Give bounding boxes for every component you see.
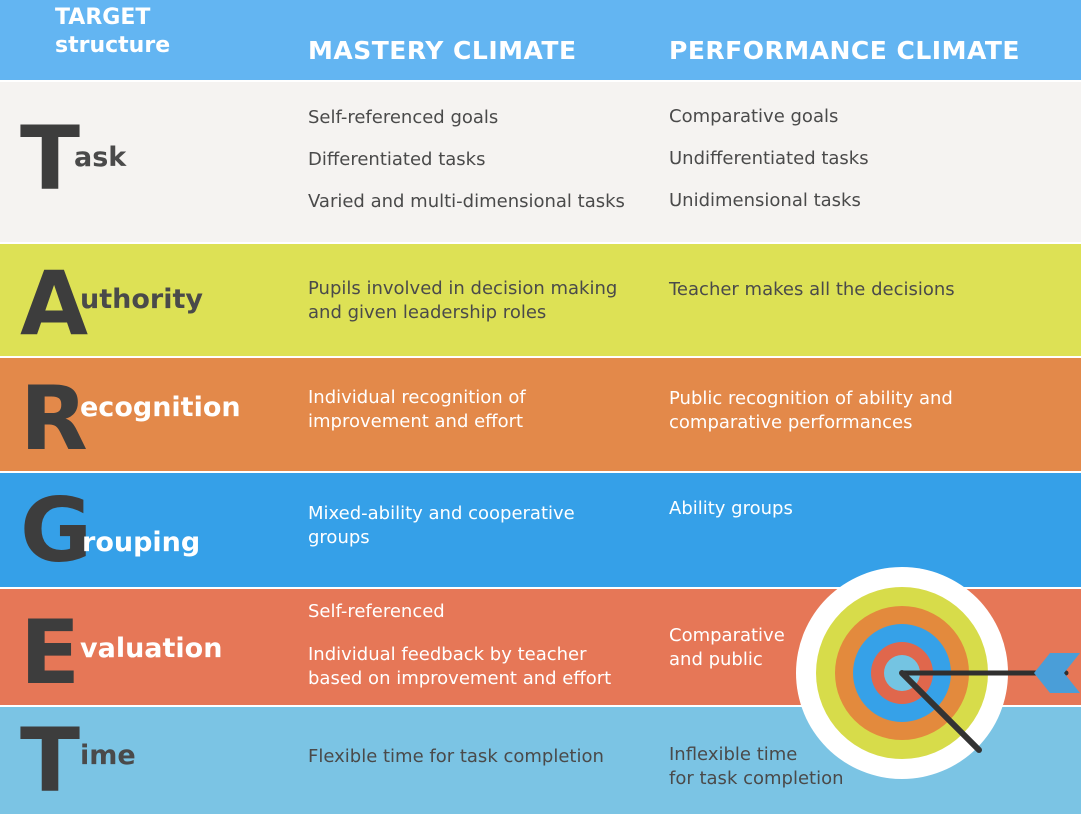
word-evaluation: valuation (80, 633, 223, 664)
word-task: ask (74, 142, 127, 173)
text-line: Teacher makes all the decisions (669, 279, 955, 300)
authority-performance-cell: Teacher makes all the decisions (669, 278, 955, 302)
authority-mastery-cell: Pupils involved in decision making and g… (308, 277, 617, 325)
text-line: for task completion (669, 768, 844, 789)
initial-letter-t-time: T (20, 709, 81, 812)
text-line: Individual recognition of (308, 387, 526, 408)
text-line: improvement and effort (308, 411, 524, 432)
task-performance-cell: Comparative goals Undifferentiated tasks… (669, 105, 869, 213)
grouping-performance-cell: Ability groups (669, 497, 793, 521)
header-bar: TARGET structure MASTERY CLIMATE PERFORM… (0, 0, 1081, 80)
word-time: ime (80, 740, 136, 771)
list-item: Unidimensional tasks (669, 190, 861, 211)
text-line: Public recognition of ability and (669, 388, 953, 409)
initial-letter-e: E (20, 601, 81, 704)
text-line: Mixed-ability and cooperative (308, 503, 575, 524)
title-line-structure: structure (55, 33, 171, 58)
arrow-shadow-line (899, 670, 982, 753)
task-mastery-cell: Self-referenced goals Differentiated tas… (308, 106, 625, 214)
word-authority: uthority (80, 284, 203, 315)
evaluation-mastery-cell: Self-referenced Individual feedback by t… (308, 600, 611, 691)
text-line: groups (308, 527, 370, 548)
initial-letter-g: G (20, 479, 93, 582)
arrow-fletching-icon (1034, 653, 1080, 693)
evaluation-performance-cell: Comparative and public (669, 624, 785, 672)
text-line: Individual feedback by teacher (308, 644, 587, 665)
recognition-performance-cell: Public recognition of ability and compar… (669, 387, 953, 435)
text-line: Inflexible time (669, 744, 798, 765)
text-line: Pupils involved in decision making (308, 278, 618, 299)
word-grouping: rouping (82, 527, 201, 558)
text-line: and public (669, 649, 763, 670)
list-item: Undifferentiated tasks (669, 148, 869, 169)
text-line: Comparative (669, 625, 785, 646)
initial-letter-a: A (20, 252, 89, 355)
performance-climate-heading: PERFORMANCE CLIMATE (669, 36, 1021, 65)
text-line: Self-referenced (308, 601, 445, 622)
recognition-mastery-cell: Individual recognition of improvement an… (308, 386, 526, 434)
grouping-mastery-cell: Mixed-ability and cooperative groups (308, 502, 575, 550)
target-with-arrow-icon (796, 567, 1080, 779)
list-item: Differentiated tasks (308, 149, 486, 170)
initial-letter-r: R (20, 367, 88, 470)
word-recognition: ecognition (80, 392, 241, 423)
row-grouping: G rouping Mixed-ability and cooperative … (0, 473, 1081, 587)
text-line: and given leadership roles (308, 302, 547, 323)
text-line: based on improvement and effort (308, 668, 612, 689)
title-line-target: TARGET (55, 5, 151, 30)
time-performance-cell: Inflexible time for task completion (669, 743, 844, 791)
text-line: Ability groups (669, 498, 793, 519)
row-recognition: R ecognition Individual recognition of i… (0, 358, 1081, 471)
mastery-climate-heading: MASTERY CLIMATE (308, 36, 577, 65)
text-line: comparative performances (669, 412, 913, 433)
list-item: Varied and multi-dimensional tasks (308, 191, 625, 212)
initial-letter-t: T (20, 107, 81, 210)
time-mastery-cell: Flexible time for task completion (308, 745, 604, 769)
list-item: Self-referenced goals (308, 107, 499, 128)
text-line: Flexible time for task completion (308, 746, 604, 767)
target-structure-title: TARGET structure (55, 4, 170, 60)
row-task: T ask Self-referenced goals Differentiat… (0, 82, 1081, 242)
row-authority: A uthority Pupils involved in decision m… (0, 244, 1081, 356)
list-item: Comparative goals (669, 106, 839, 127)
